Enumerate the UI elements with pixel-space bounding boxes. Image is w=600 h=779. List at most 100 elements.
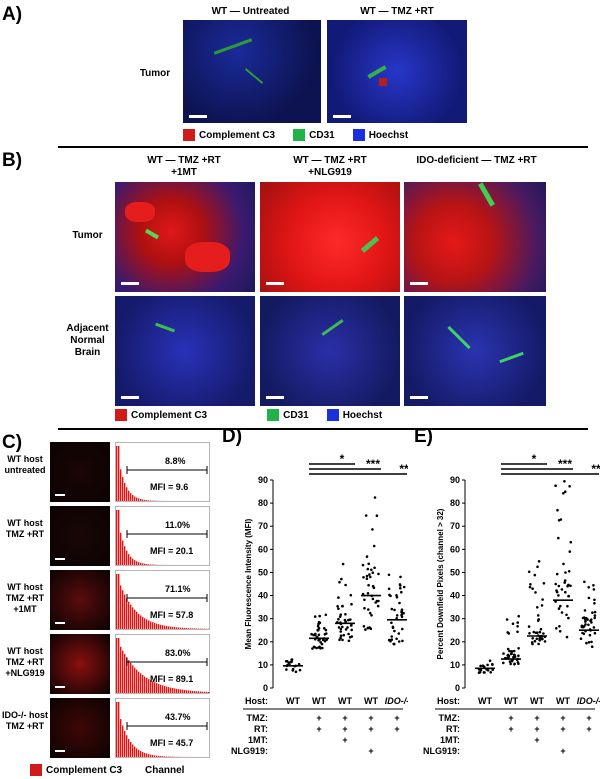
panel-c-image bbox=[50, 634, 110, 694]
data-point bbox=[317, 620, 321, 624]
panel-b-col1-header: WT — TMZ +RT +1MT bbox=[147, 155, 221, 178]
data-point bbox=[584, 620, 587, 623]
histogram-bar bbox=[126, 598, 128, 629]
data-point bbox=[507, 656, 510, 659]
histogram-bar bbox=[144, 563, 146, 565]
data-point bbox=[565, 635, 569, 639]
histogram-bar bbox=[140, 673, 142, 693]
histogram-bar bbox=[164, 686, 166, 693]
data-point bbox=[479, 664, 482, 668]
data-point bbox=[399, 584, 402, 587]
data-point bbox=[565, 613, 568, 617]
data-point bbox=[289, 660, 292, 664]
data-point bbox=[536, 565, 539, 569]
data-point bbox=[502, 652, 505, 655]
data-point bbox=[557, 607, 561, 610]
histogram-bar bbox=[142, 752, 144, 757]
data-point bbox=[569, 540, 573, 544]
histogram-bar bbox=[172, 688, 174, 693]
y-tick-label: 80 bbox=[450, 498, 460, 508]
histogram-bar bbox=[168, 626, 170, 629]
data-point bbox=[506, 647, 510, 651]
data-point bbox=[361, 563, 365, 567]
data-point bbox=[337, 626, 341, 629]
data-point bbox=[562, 562, 565, 566]
panel-letter: E) bbox=[414, 430, 433, 447]
panel-a-col2-header: WT — TMZ +RT bbox=[360, 6, 434, 17]
data-point bbox=[368, 626, 371, 629]
histogram-bar bbox=[160, 756, 162, 757]
histogram-bar bbox=[122, 590, 124, 629]
panel-a-row-label: Tumor bbox=[139, 68, 171, 79]
y-tick-label: 0 bbox=[455, 683, 460, 693]
data-point bbox=[512, 649, 516, 653]
mfi-value: MFI = 89.1 bbox=[150, 674, 194, 684]
data-point bbox=[558, 630, 562, 633]
data-point bbox=[367, 562, 370, 566]
histogram-bar bbox=[156, 623, 158, 629]
histogram-bar bbox=[132, 495, 134, 501]
scale-bar bbox=[55, 494, 65, 496]
histogram-bar bbox=[116, 574, 118, 629]
data-point bbox=[311, 647, 314, 650]
histogram-bar bbox=[138, 613, 140, 629]
data-point bbox=[587, 623, 590, 627]
data-point bbox=[535, 631, 539, 634]
histogram-bar bbox=[154, 682, 156, 693]
data-point bbox=[559, 518, 563, 521]
histogram-bar bbox=[154, 755, 156, 757]
data-point bbox=[401, 627, 404, 631]
gate-percent: 43.7% bbox=[165, 712, 191, 722]
factor-value: + bbox=[316, 713, 321, 723]
panel-b-1mt-tumor-image bbox=[115, 182, 255, 292]
histogram-bar bbox=[142, 499, 144, 501]
y-tick-label: 70 bbox=[450, 521, 460, 531]
factor-value: + bbox=[342, 735, 347, 745]
data-point bbox=[483, 671, 486, 674]
data-point bbox=[491, 662, 494, 666]
y-tick-label: 20 bbox=[450, 637, 460, 647]
y-tick-label: 90 bbox=[450, 475, 460, 485]
histogram-bar bbox=[148, 500, 150, 501]
data-point bbox=[581, 616, 585, 620]
gate-percent: 71.1% bbox=[165, 584, 191, 594]
data-point bbox=[402, 611, 405, 615]
data-point bbox=[568, 485, 571, 488]
histogram-bar bbox=[146, 564, 148, 565]
legend-label: CD31 bbox=[309, 129, 335, 141]
scale-bar bbox=[410, 396, 428, 399]
data-point bbox=[542, 582, 546, 585]
panel-c-letter: C) bbox=[2, 432, 23, 453]
data-point bbox=[347, 639, 351, 643]
data-point bbox=[593, 616, 596, 620]
histogram-bar bbox=[132, 607, 134, 629]
panel-b-ido-normal-image bbox=[404, 296, 546, 406]
histogram-bar bbox=[204, 691, 206, 693]
data-point bbox=[542, 632, 545, 635]
histogram-bar bbox=[178, 627, 180, 629]
factor-label: TMZ: bbox=[247, 713, 269, 723]
data-point bbox=[592, 584, 595, 587]
data-point bbox=[339, 613, 342, 616]
legend-label: CD31 bbox=[283, 409, 309, 421]
chart-d: D) 0 10 20 30 40 50 60 70 80 90 Mean Fluorescence I… bbox=[222, 430, 408, 756]
factor-label: RT: bbox=[446, 724, 460, 734]
scale-bar bbox=[266, 396, 284, 399]
panel-b-col2-header: WT — TMZ +RT +NLG919 bbox=[293, 155, 367, 178]
gate-percent: 11.0% bbox=[165, 520, 191, 530]
data-point bbox=[400, 613, 403, 617]
histogram-bar bbox=[160, 684, 162, 693]
data-point bbox=[395, 617, 398, 620]
histogram-bar bbox=[152, 681, 154, 693]
histogram-bar bbox=[184, 690, 186, 693]
histogram-bar bbox=[130, 741, 132, 757]
data-point bbox=[387, 573, 391, 577]
data-point bbox=[584, 618, 587, 621]
histogram-bar bbox=[140, 751, 142, 757]
data-point bbox=[557, 594, 560, 597]
data-point bbox=[555, 627, 558, 630]
histogram-bar bbox=[148, 754, 150, 757]
data-point bbox=[531, 642, 534, 646]
data-point bbox=[341, 638, 344, 642]
histogram-bar bbox=[130, 662, 132, 693]
